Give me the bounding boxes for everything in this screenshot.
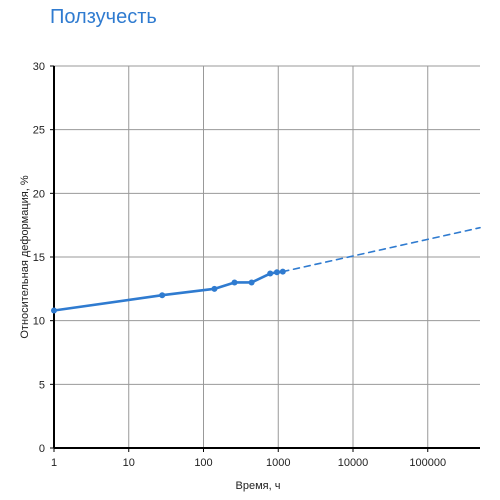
x-tick-label: 100	[194, 457, 212, 469]
y-tick-label: 30	[33, 61, 45, 73]
y-tick-label: 0	[39, 443, 45, 455]
y-axis-label: Относительная деформация, %	[19, 175, 31, 338]
x-tick-label: 10000	[338, 457, 369, 469]
x-tick-label: 100000	[409, 457, 446, 469]
data-point	[273, 269, 280, 276]
x-axis-label: Время, ч	[236, 480, 281, 492]
axes	[50, 65, 480, 452]
creep-line	[52, 270, 285, 312]
series-layer	[51, 226, 481, 314]
grid	[54, 65, 480, 448]
chart-title: Ползучесть	[50, 6, 157, 28]
tick-labels: 0 5 10 15 20 25 30 1 10 100 1000 10000 100000	[33, 61, 446, 469]
data-point	[248, 279, 255, 286]
y-tick-label: 25	[33, 125, 45, 137]
data-point	[211, 285, 218, 292]
x-tick-label: 1000	[266, 457, 290, 469]
data-point	[51, 307, 57, 314]
x-tick-label: 10	[123, 457, 135, 469]
data-point	[159, 292, 166, 299]
y-tick-label: 5	[39, 379, 45, 391]
x-tick-label: 1	[51, 457, 57, 469]
data-point	[267, 270, 274, 277]
extrapolation-line	[281, 226, 481, 273]
y-tick-label: 10	[33, 316, 45, 328]
y-tick-label: 20	[33, 188, 45, 200]
data-point	[231, 279, 238, 286]
y-tick-label: 15	[33, 252, 45, 264]
